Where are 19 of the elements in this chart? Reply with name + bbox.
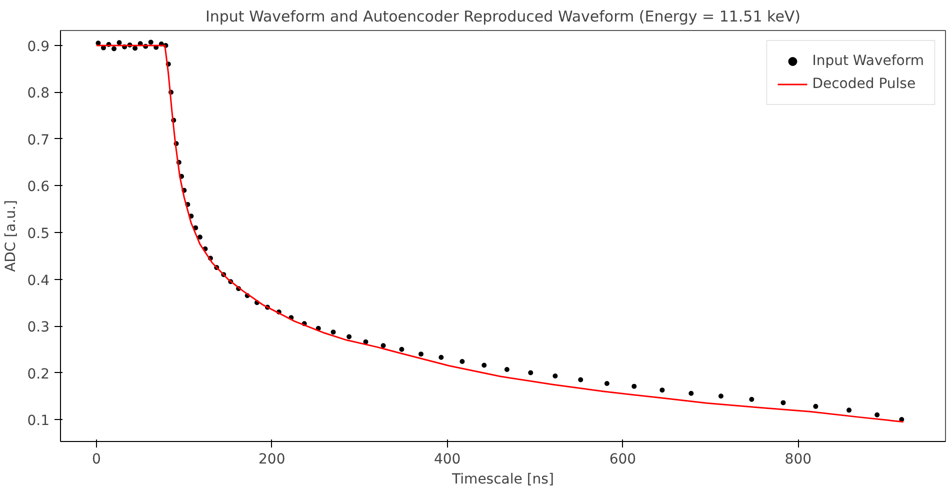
y-tick-label: 0.8 <box>27 86 50 102</box>
x-axis-title: Timescale [ns] <box>451 472 554 488</box>
y-axis-title: ADC [a.u.] <box>3 200 20 272</box>
y-tick-label: 0.6 <box>27 179 50 196</box>
x-tick-label: 400 <box>434 452 461 468</box>
y-tick-label: 0.4 <box>27 272 50 289</box>
y-tick-label: 0.2 <box>27 366 50 382</box>
y-tick-label: 0.3 <box>27 320 50 336</box>
y-tick-label: 0.5 <box>27 226 50 242</box>
y-tick-label: 0.7 <box>27 132 50 148</box>
legend-label: Input Waveform <box>812 53 924 69</box>
x-tick-label: 200 <box>258 452 286 468</box>
y-tick-label: 0.1 <box>27 413 50 430</box>
x-tick-label: 600 <box>609 452 636 468</box>
legend-label: Decoded Pulse <box>812 76 916 92</box>
x-tick-label: 800 <box>784 452 812 468</box>
chart-title: Input Waveform and Autoencoder Reproduced Waveform (Energy = 11.51 keV) <box>205 8 801 26</box>
y-tick-label: 0.9 <box>27 38 50 55</box>
x-tick-label: 0 <box>92 452 101 468</box>
